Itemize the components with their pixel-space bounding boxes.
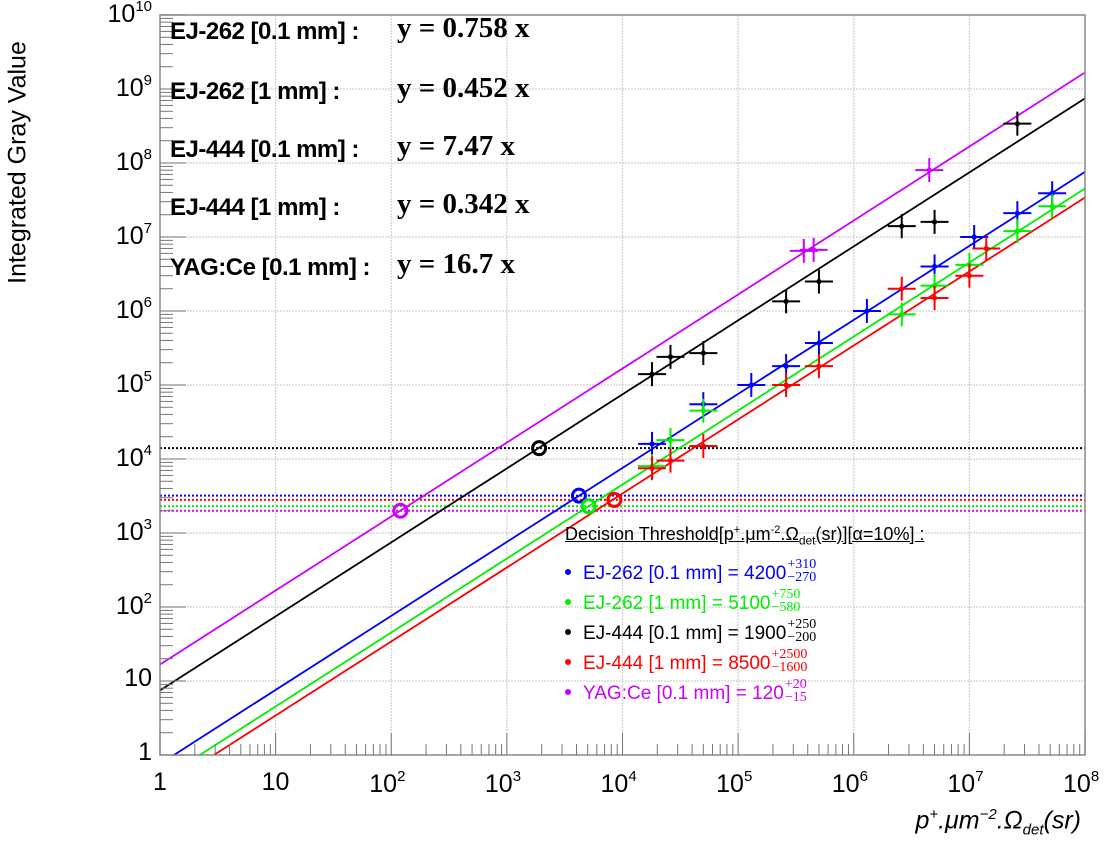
y-tick-label: 106 [115,294,152,324]
data-point [887,214,916,239]
legend-eq-ej262-1: y = 0.452 x [397,72,530,104]
x-tick-label: 108 [1063,768,1100,798]
x-tick-label: 104 [600,768,637,798]
legend-label-ej444-1: EJ-444 [1 mm] : [170,194,340,221]
data-points [638,111,1067,481]
x-tick-label: 106 [831,768,868,798]
x-axis-title: p+.μm−2.Ωdet(sr) [915,806,1081,839]
x-tick-label: 103 [484,768,522,798]
data-point [804,354,833,379]
y-axis-title: Integrated Gray Value [3,41,32,284]
y-tick-label: 104 [115,442,152,472]
bullet-icon [565,688,571,695]
data-point [852,299,881,323]
threshold-circle [606,491,623,508]
threshold-circle [392,502,409,519]
y-tick-label: 107 [115,220,152,250]
data-point [737,373,766,397]
data-point [638,431,667,456]
legend-label-ej262-1: EJ-262 [1 mm] : [170,78,340,105]
data-point [689,398,718,423]
data-point [920,209,949,234]
threshold-entry-ej444-1: EJ-444 [1 mm] = 8500 +2500 −1600 [565,647,924,676]
threshold-circle [580,498,597,515]
legend-eq-ej262-01: y = 0.758 x [397,12,530,44]
data-point [920,285,949,310]
x-tick-label: 1 [153,768,167,796]
data-point [915,158,944,183]
data-point [1003,111,1032,136]
legend-eq-ej444-01: y = 7.47 x [397,130,516,162]
data-point [972,236,1001,261]
x-tick-label: 10 [261,768,290,796]
data-point [656,428,685,453]
data-point [638,362,667,387]
bullet-icon [565,598,571,605]
y-tick-label: 109 [115,72,152,102]
legend-label-ej444-01: EJ-444 [0.1 mm] : [170,136,359,163]
threshold-markers [392,440,623,519]
legend-eq-yagce: y = 16.7 x [397,248,516,280]
y-tick-label: 108 [115,146,152,176]
axis-ticks [159,14,1086,756]
data-point [799,237,828,262]
threshold-entry-ej262-01: EJ-262 [0.1 mm] = 4200 +310 −270 [565,557,924,586]
data-point [772,373,801,397]
data-point [1003,219,1032,244]
threshold-circle [531,440,548,457]
threshold-entry-yagce: YAG:Ce [0.1 mm] = 120 +20 −15 [565,677,924,706]
data-point [638,456,667,481]
data-point [804,330,833,355]
data-point [1038,194,1067,219]
y-tick-label: 102 [115,590,152,620]
y-tick-label: 105 [115,368,152,398]
y-tick-label: 1010 [107,0,153,28]
data-point [887,302,916,327]
data-point [955,263,984,288]
bullet-icon [565,658,571,665]
y-tick-label: 1 [138,738,152,766]
decision-threshold-title: Decision Threshold[p+.μm-2.Ωdet(sr)][α=1… [565,524,925,548]
data-point [960,225,989,249]
legend-label-yagce: YAG:Ce [0.1 mm] : [170,254,371,281]
fit-lines [159,71,1086,756]
data-point [887,276,916,301]
x-tick-label: 107 [947,768,984,798]
data-point [689,433,718,458]
decision-threshold-box: Decision Threshold[p+.μm-2.Ωdet(sr)][α=1… [565,524,924,706]
legend-label-ej262-01: EJ-262 [0.1 mm] : [170,18,359,45]
data-point [772,289,801,314]
y-tick-label: 103 [115,516,152,546]
data-point [689,341,718,366]
data-point [656,448,685,473]
threshold-entry-ej262-1: EJ-262 [1 mm] = 5100 +750 −580 [565,587,924,616]
data-point [804,269,833,294]
bullet-icon [565,628,571,635]
data-point [656,344,685,369]
threshold-circle [570,487,587,504]
y-tick-label: 10 [124,664,152,692]
threshold-entry-ej444-01: EJ-444 [0.1 mm] = 1900 +250 −200 [565,617,924,646]
x-tick-label: 102 [369,768,406,798]
legend-eq-ej444-1: y = 0.342 x [397,188,530,220]
bullet-icon [565,568,571,575]
x-tick-label: 105 [716,768,753,798]
